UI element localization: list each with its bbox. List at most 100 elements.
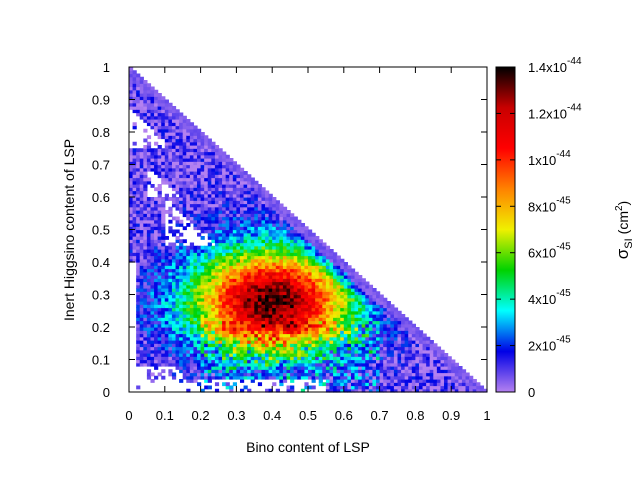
heatmap-cell <box>168 317 173 322</box>
heatmap-cell <box>204 353 209 357</box>
heatmap-cell <box>383 340 388 344</box>
heatmap-cell <box>182 171 187 175</box>
heatmap-cell <box>329 385 334 390</box>
heatmap-cell <box>193 141 198 146</box>
heatmap-cell <box>179 132 184 136</box>
heatmap-cell <box>146 200 152 205</box>
heatmap-cell <box>164 109 169 114</box>
heatmap-cell <box>229 372 234 377</box>
heatmap-cell <box>282 346 288 351</box>
heatmap-cell <box>161 213 166 218</box>
heatmap-cell <box>139 213 144 218</box>
heatmap-cell <box>365 375 370 380</box>
heatmap-cell <box>171 167 177 172</box>
heatmap-cell <box>150 206 155 211</box>
heatmap-cell <box>211 362 216 367</box>
heatmap-cell <box>239 216 245 221</box>
heatmap-cell <box>329 320 334 325</box>
heatmap-cell <box>136 232 141 237</box>
heatmap-cell <box>293 291 298 296</box>
heatmap-cell <box>171 310 177 315</box>
heatmap-cell <box>401 375 406 380</box>
heatmap-cell <box>365 372 370 377</box>
heatmap-cell <box>250 206 255 211</box>
heatmap-cell <box>139 174 144 179</box>
heatmap-cell <box>404 330 409 335</box>
heatmap-cell <box>444 372 449 377</box>
heatmap-cell <box>250 379 255 383</box>
heatmap-cell <box>154 307 159 312</box>
heatmap-cell <box>171 297 177 302</box>
colorbar-tick-label: 2x10-45 <box>528 335 571 354</box>
heatmap-cell <box>308 366 313 370</box>
heatmap-cell <box>343 284 348 289</box>
heatmap-cell <box>218 242 223 247</box>
colorbar-label-close: ) <box>615 201 631 206</box>
heatmap-cell <box>329 333 334 338</box>
heatmap-cell <box>239 281 245 286</box>
heatmap-cell <box>333 372 338 377</box>
heatmap-cell <box>304 327 309 331</box>
heatmap-cell <box>211 255 216 260</box>
heatmap-cell <box>218 278 223 283</box>
heatmap-cell <box>236 356 241 361</box>
heatmap-cell <box>257 349 263 354</box>
heatmap-cell <box>325 288 331 292</box>
heatmap-cell <box>182 258 187 263</box>
heatmap-cell <box>293 255 298 260</box>
heatmap-cell <box>379 320 384 325</box>
heatmap-cell <box>286 249 291 253</box>
heatmap-cell <box>336 362 341 367</box>
heatmap-cell <box>193 161 198 166</box>
heatmap-cell <box>418 359 424 364</box>
heatmap-cell <box>232 278 237 283</box>
heatmap-cell <box>293 343 298 348</box>
heatmap-cell <box>318 258 323 263</box>
heatmap-cell <box>336 333 341 338</box>
heatmap-cell <box>354 281 359 286</box>
heatmap-cell <box>444 369 449 374</box>
heatmap-cell <box>214 291 220 296</box>
heatmap-cell <box>257 265 263 270</box>
heatmap-cell <box>257 226 263 231</box>
heatmap-cell <box>236 336 241 341</box>
heatmap-cell <box>454 362 459 367</box>
heatmap-cell <box>164 307 169 312</box>
heatmap-cell <box>189 340 195 344</box>
heatmap-cell <box>329 304 334 309</box>
heatmap-cell <box>229 304 234 309</box>
heatmap-cell <box>293 336 298 341</box>
heatmap-cell <box>186 297 191 302</box>
heatmap-cell <box>182 310 187 315</box>
heatmap-cell <box>211 278 216 283</box>
heatmap-cell <box>186 333 191 338</box>
heatmap-cell <box>261 271 266 276</box>
heatmap-cell <box>279 366 284 370</box>
heatmap-cell <box>232 161 237 166</box>
heatmap-cell <box>225 327 230 331</box>
heatmap-cell <box>193 252 198 257</box>
heatmap-cell <box>132 206 137 211</box>
heatmap-cell <box>136 184 141 188</box>
heatmap-cell <box>333 268 338 273</box>
heatmap-cell <box>236 330 241 335</box>
heatmap-cell <box>257 369 263 374</box>
heatmap-cell <box>182 151 187 156</box>
heatmap-cell <box>139 83 144 88</box>
heatmap-cell <box>343 275 348 279</box>
heatmap-cell <box>182 206 187 211</box>
heatmap-cell <box>408 336 413 341</box>
heatmap-cell <box>322 255 327 260</box>
heatmap-cell <box>211 174 216 179</box>
heatmap-cell <box>218 275 223 279</box>
heatmap-cell <box>372 327 377 331</box>
heatmap-cell <box>179 122 184 127</box>
heatmap-cell <box>225 262 230 266</box>
heatmap-cell <box>282 275 288 279</box>
heatmap-cell <box>440 388 445 393</box>
heatmap-cell <box>272 349 277 354</box>
heatmap-cell <box>343 314 348 318</box>
heatmap-cell <box>189 158 195 162</box>
heatmap-cell <box>211 301 216 305</box>
heatmap-cell <box>418 333 424 338</box>
